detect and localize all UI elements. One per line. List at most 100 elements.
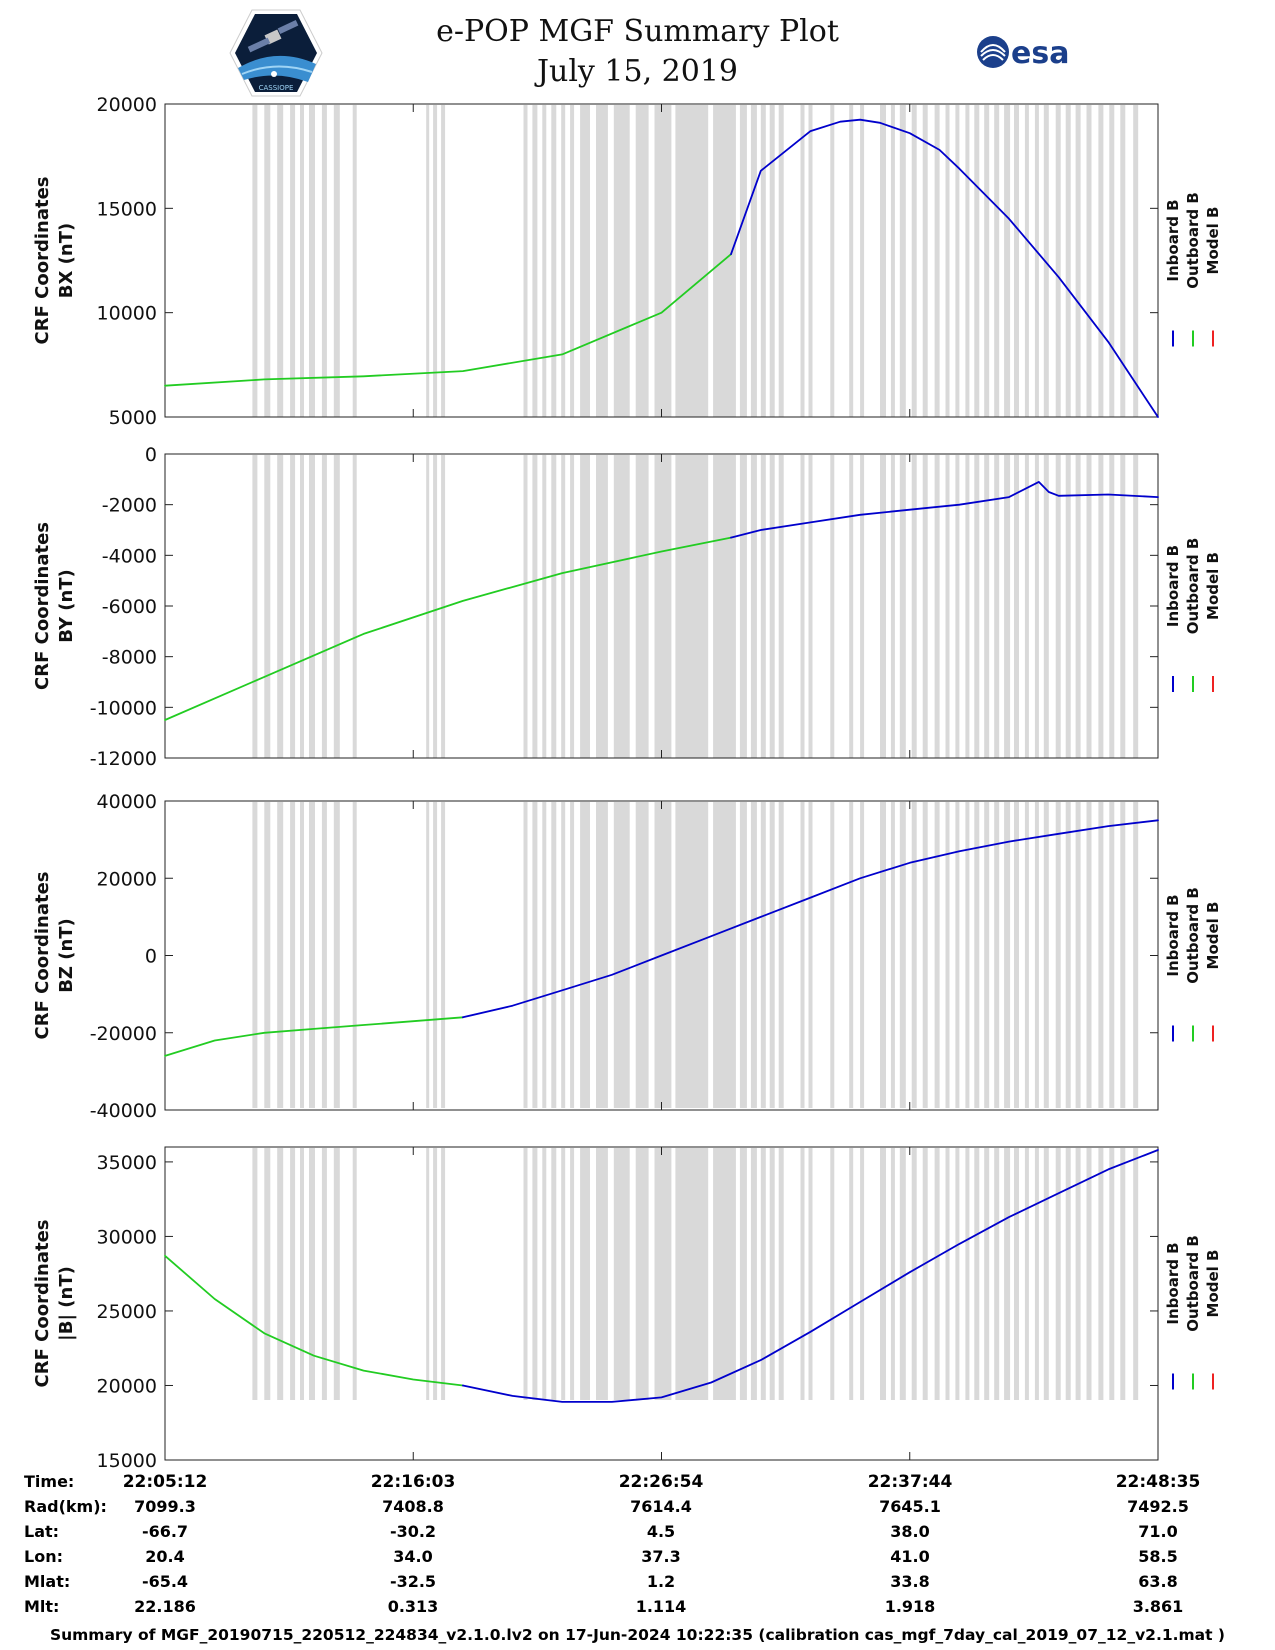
y-tick-label: 20000: [97, 1375, 157, 1397]
data-gap-band: [1120, 1148, 1126, 1400]
table-cell: 22:37:44: [867, 1472, 953, 1492]
data-gap-band: [264, 1148, 271, 1400]
table-cell: 22:05:12: [122, 1472, 208, 1492]
data-gap-band: [635, 455, 649, 758]
y-tick-label: -40000: [90, 1100, 157, 1122]
data-gap-band: [433, 105, 438, 417]
data-gap-band: [635, 1148, 649, 1400]
data-gap-band: [551, 455, 557, 758]
y-tick-label: -20000: [90, 1023, 157, 1045]
data-gap-band: [739, 1148, 747, 1400]
data-gap-band: [654, 105, 672, 417]
data-gap-band: [890, 1148, 895, 1400]
data-gap-band: [551, 105, 557, 417]
data-gap-band: [613, 105, 630, 417]
y-axis-label: CRF Coordinates BX (nT): [32, 177, 77, 345]
data-gap-band: [1065, 1148, 1071, 1400]
table-cell: 1.2: [646, 1572, 676, 1591]
table-cell: 4.5: [646, 1522, 676, 1541]
data-gap-band: [1109, 455, 1115, 758]
data-gap-band: [808, 455, 813, 758]
data-gap-band: [532, 1148, 538, 1400]
legend-label: Outboard B: [1184, 1235, 1202, 1332]
data-gap-band: [911, 802, 917, 1108]
data-gap-band: [800, 455, 805, 758]
data-gap-band: [1014, 105, 1019, 417]
data-gap-band: [333, 105, 340, 417]
data-gap-band: [945, 105, 950, 417]
table-cell: 22:48:35: [1115, 1472, 1201, 1492]
data-gap-band: [769, 455, 775, 758]
data-gap-band: [290, 455, 296, 758]
data-gap-band: [890, 455, 895, 758]
data-gap-band: [1120, 455, 1126, 758]
data-gap-band: [800, 802, 805, 1108]
data-gap-band: [252, 455, 258, 758]
table-cell: -30.2: [389, 1522, 437, 1541]
data-gap-band: [290, 802, 296, 1108]
y-axis-label-line1: CRF Coordinates: [32, 872, 53, 1040]
data-gap-band: [277, 105, 284, 417]
series-line-inboard-b: [730, 118, 1159, 418]
y-axis-label-line1: CRF Coordinates: [32, 1220, 53, 1388]
data-gap-band: [433, 1148, 438, 1400]
data-gap-band: [808, 105, 813, 417]
data-gap-band: [300, 105, 304, 417]
table-cell: 41.0: [890, 1547, 930, 1566]
data-gap-band: [654, 455, 672, 758]
data-gap-band: [433, 455, 438, 758]
data-gap-band: [277, 455, 284, 758]
data-gap-band: [1098, 455, 1104, 758]
data-gap-band: [934, 455, 940, 758]
series-line-inboard-b: [461, 1149, 1159, 1403]
data-gap-band: [1034, 802, 1039, 1108]
data-gap-band: [635, 802, 649, 1108]
data-gap-band: [300, 802, 304, 1108]
y-tick-label: 35000: [97, 1152, 157, 1174]
data-gap-band: [955, 802, 960, 1108]
data-gap-band: [321, 105, 327, 417]
data-gap-band: [965, 105, 970, 417]
data-gap-band: [830, 105, 835, 417]
data-gap-band: [994, 802, 1000, 1108]
row-label-lat: Lat:: [24, 1522, 60, 1541]
data-gap-band: [1024, 455, 1029, 758]
data-gap-band: [984, 802, 990, 1108]
data-gap-band: [300, 455, 304, 758]
table-cell: 7645.1: [879, 1497, 941, 1516]
table-cell: 22:26:54: [618, 1472, 704, 1492]
data-gap-band: [945, 1148, 950, 1400]
data-gap-band: [1075, 455, 1081, 758]
y-tick-label: 30000: [97, 1226, 157, 1248]
data-gap-band: [580, 802, 590, 1108]
data-gap-band: [309, 105, 315, 417]
table-cell: 63.8: [1138, 1572, 1178, 1591]
data-gap-band: [277, 802, 284, 1108]
data-gap-band: [1075, 1148, 1081, 1400]
data-gap-band: [808, 1148, 813, 1400]
data-gap-band: [880, 1148, 886, 1400]
data-gap-band: [1043, 105, 1049, 417]
y-tick-label: 40000: [97, 791, 157, 813]
table-cell: 0.313: [387, 1597, 439, 1616]
data-gap-band: [675, 105, 709, 417]
data-gap-band: [778, 455, 784, 758]
table-cell: 7099.3: [134, 1497, 196, 1516]
y-tick-label: 15000: [97, 1450, 157, 1472]
data-gap-band: [778, 105, 784, 417]
data-gap-band: [808, 802, 813, 1108]
data-gap-band: [911, 1148, 917, 1400]
data-gap-band: [441, 802, 446, 1108]
data-gap-band: [760, 802, 766, 1108]
data-gap-band: [1024, 1148, 1029, 1400]
data-gap-band: [994, 105, 1000, 417]
data-gap-band: [551, 1148, 557, 1400]
data-gap-band: [1024, 105, 1029, 417]
data-gap-band: [561, 802, 566, 1108]
data-gap-band: [934, 802, 940, 1108]
y-tick-label: -10000: [90, 697, 157, 719]
data-gap-band: [654, 1148, 672, 1400]
data-gap-band: [1004, 802, 1011, 1108]
cassiope-logo: CASSIOPE: [229, 9, 323, 97]
table-cell: 7492.5: [1127, 1497, 1189, 1516]
